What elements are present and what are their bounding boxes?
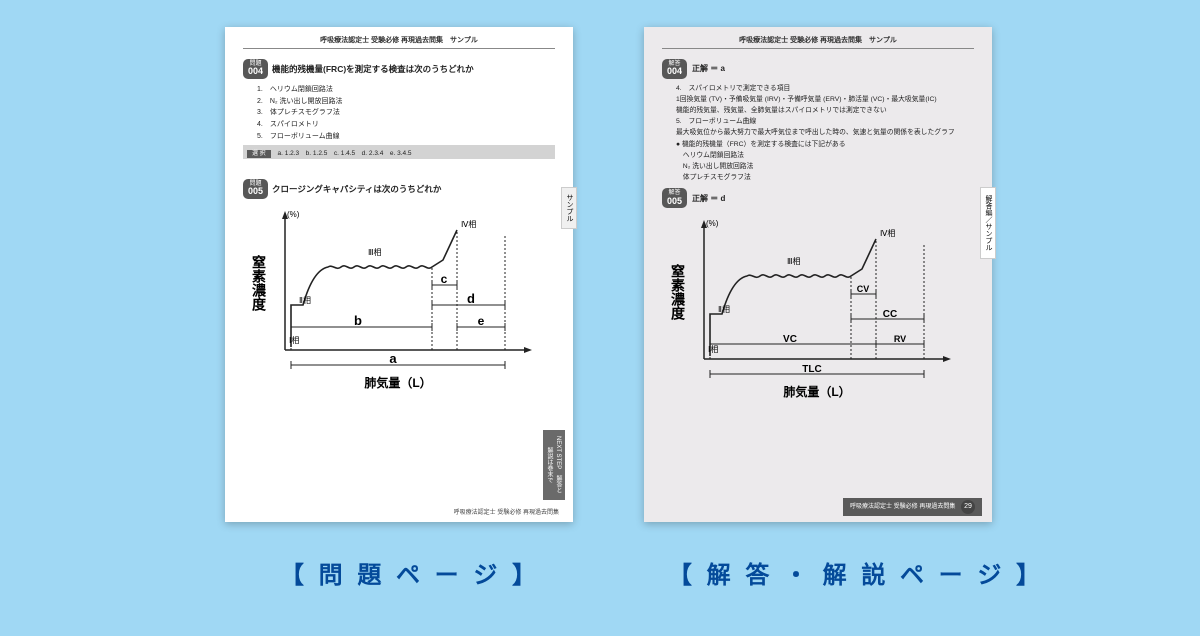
question-004-head: 問題 004 機能的残機量(FRC)を測定する検査は次のうちどれか [243, 59, 555, 79]
svg-text:e: e [478, 314, 485, 328]
svg-text:Ⅲ相: Ⅲ相 [787, 256, 801, 266]
svg-text:Ⅱ相: Ⅱ相 [299, 295, 311, 305]
q004-title: 機能的残機量(FRC)を測定する検査は次のうちどれか [272, 63, 474, 75]
answer-004-head: 解答 004 正解 ＝ a [662, 59, 974, 79]
svg-text:窒素濃度: 窒素濃度 [251, 254, 267, 312]
svg-text:TLC: TLC [802, 364, 821, 375]
question-page: 呼吸療法認定士 受験必修 再現過去問集 サンプル サンプル 問題 004 機能的… [225, 27, 573, 522]
a004-answer: 正解 ＝ a [692, 63, 725, 74]
a005-graph: 窒素濃度 (%) Ⅰ相 Ⅱ相 Ⅲ相 Ⅳ相 TLC VC [662, 214, 974, 404]
page-header-r: 呼吸療法認定士 受験必修 再現過去問集 サンプル [662, 27, 974, 49]
page-header: 呼吸療法認定士 受験必修 再現過去問集 サンプル [243, 27, 555, 49]
qnum-005: 問題 005 [243, 179, 268, 199]
page-body: 問題 004 機能的残機量(FRC)を測定する検査は次のうちどれか 1. ヘリウ… [225, 49, 573, 395]
page-body-r: 解答 004 正解 ＝ a 4. スパイロメトリで測定できる項目 1回換気量 (… [644, 49, 992, 404]
svg-text:Ⅰ相: Ⅰ相 [289, 335, 299, 345]
next-step-tab: NEXT STEP 解答と解説は巻末で [543, 430, 565, 500]
svg-text:RV: RV [894, 334, 906, 344]
qnum-004: 問題 004 [243, 59, 268, 79]
graph-svg-right: 窒素濃度 (%) Ⅰ相 Ⅱ相 Ⅲ相 Ⅳ相 TLC VC [662, 214, 962, 404]
a005-answer: 正解 ＝ d [692, 193, 725, 204]
answer-page: 呼吸療法認定士 受験必修 再現過去問集 サンプル 解答編／サンプル 解答 004… [644, 27, 992, 522]
svg-text:d: d [467, 291, 475, 306]
svg-text:CV: CV [857, 284, 870, 294]
question-005-head: 問題 005 クロージングキャパシティは次のうちどれか [243, 179, 555, 199]
anum-005: 解答 005 [662, 188, 687, 208]
svg-text:(%): (%) [287, 210, 300, 219]
svg-text:肺気量（L）: 肺気量（L） [783, 384, 850, 399]
answer-005-head: 解答 005 正解 ＝ d [662, 188, 974, 208]
caption-right: 【 解 答 ・ 解 説 ペ ー ジ 】 [668, 555, 1044, 590]
anum-004: 解答 004 [662, 59, 687, 79]
svg-text:c: c [441, 272, 448, 286]
svg-text:VC: VC [783, 334, 797, 345]
svg-text:Ⅳ相: Ⅳ相 [880, 228, 895, 238]
footer-left: 呼吸療法認定士 受験必修 再現過去問集 [454, 507, 559, 516]
graph-svg-left: 窒素濃度 (%) Ⅰ相 Ⅱ相 Ⅲ相 Ⅳ相 [243, 205, 543, 395]
svg-text:窒素濃度: 窒素濃度 [670, 263, 686, 321]
selection-bar: 選 択 a. 1.2.3 b. 1.2.5 c. 1.4.5 d. 2.3.4 … [243, 145, 555, 159]
q005-graph: 窒素濃度 (%) Ⅰ相 Ⅱ相 Ⅲ相 Ⅳ相 [243, 205, 555, 395]
svg-text:Ⅲ相: Ⅲ相 [368, 247, 382, 257]
svg-text:CC: CC [883, 309, 897, 320]
side-tab-sample: サンプル [561, 187, 577, 229]
svg-text:Ⅱ相: Ⅱ相 [718, 304, 730, 314]
q004-options: 1. ヘリウム閉鎖回路法 2. N₂ 洗い出し開放回路法 3. 体プレチスモグラ… [257, 84, 555, 141]
svg-text:b: b [354, 313, 362, 328]
sel-choices: a. 1.2.3 b. 1.2.5 c. 1.4.5 d. 2.3.4 e. 3… [277, 150, 411, 157]
footer-right: 呼吸療法認定士 受験必修 再現過去問集 29 [843, 498, 982, 516]
svg-text:(%): (%) [706, 219, 719, 228]
q005-title: クロージングキャパシティは次のうちどれか [272, 183, 441, 195]
svg-text:肺気量（L）: 肺気量（L） [364, 375, 431, 390]
sel-label: 選 択 [247, 150, 271, 158]
svg-text:a: a [389, 351, 397, 366]
stage: 呼吸療法認定士 受験必修 再現過去問集 サンプル サンプル 問題 004 機能的… [0, 0, 1200, 636]
caption-left: 【 問 題 ペ ー ジ 】 [280, 555, 540, 590]
page-number: 29 [961, 500, 975, 514]
svg-text:Ⅳ相: Ⅳ相 [461, 219, 476, 229]
side-tab-answer: 解答編／サンプル [980, 187, 996, 259]
